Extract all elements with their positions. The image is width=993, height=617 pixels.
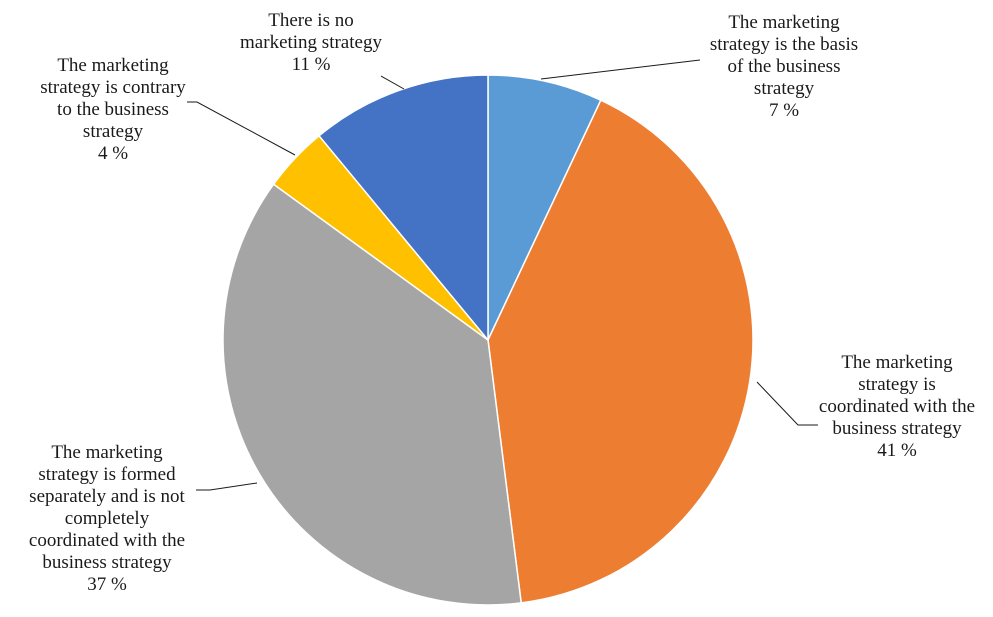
slice-value-label: 37 % — [87, 574, 127, 595]
slice-value-label: 4 % — [98, 143, 128, 164]
slice-label-text: The marketing strategy is coordinated with… — [819, 352, 975, 461]
leader-line-3 — [196, 482, 258, 491]
slice-label-text: There is no marketing strategy 11 % — [240, 10, 382, 75]
slice-category-label-line: marketing strategy — [240, 32, 382, 53]
slice-category-label-line: strategy — [83, 121, 144, 142]
leader-line-4 — [187, 101, 296, 156]
slice-label-text: The marketing strategy is contrary to the … — [40, 55, 186, 164]
slice-category-label-line: The marketing — [51, 442, 163, 463]
leader-line-5 — [380, 75, 405, 90]
slice-category-label-line: separately and is not — [29, 486, 185, 507]
slice-label-text: The marketing strategy is formed separatel… — [29, 442, 186, 595]
leader-line-1 — [540, 59, 701, 80]
pie-slice-2 — [487, 99, 754, 604]
slice-category-label-line: strategy is formed — [38, 464, 176, 485]
leader-line-2 — [756, 381, 818, 426]
slice-category-label-line: strategy is — [858, 374, 936, 395]
slice-value-label: 41 % — [877, 440, 917, 461]
slice-value-label: 7 % — [769, 100, 799, 121]
slice-category-label-line: The marketing — [57, 55, 169, 76]
slice-labels: The marketing strategy is the basis of the… — [29, 10, 975, 595]
pie-slice-1 — [487, 74, 602, 341]
slice-category-label-line: business strategy — [42, 552, 172, 573]
slice-category-label-line: The marketing — [841, 352, 953, 373]
slice-label-text: The marketing strategy is the basis of the… — [710, 12, 858, 121]
pie-slices — [222, 74, 754, 606]
pie-slice-3 — [222, 183, 523, 606]
slice-label-2: The marketing strategy is coordinated with… — [819, 352, 975, 461]
slice-label-4: The marketing strategy is contrary to the … — [40, 55, 186, 164]
slice-label-3: The marketing strategy is formed separatel… — [29, 442, 186, 595]
slice-value-label: 11 % — [292, 54, 331, 75]
slice-label-5: There is no marketing strategy 11 % — [240, 10, 382, 75]
slice-label-1: The marketing strategy is the basis of the… — [710, 12, 858, 121]
slice-category-label-line: There is no — [268, 10, 353, 31]
leader-lines — [187, 59, 818, 491]
slice-category-label-line: strategy is contrary — [40, 77, 186, 98]
slice-category-label-line: coordinated with the — [819, 396, 975, 417]
slice-category-label-line: business strategy — [832, 418, 962, 439]
slice-category-label-line: strategy is the basis — [710, 34, 858, 55]
slice-category-label-line: of the business — [728, 56, 841, 77]
slice-category-label-line: coordinated with the — [29, 530, 185, 551]
slice-category-label-line: The marketing — [728, 12, 840, 33]
slice-category-label-line: to the business — [57, 99, 169, 120]
slice-category-label-line: completely — [65, 508, 150, 529]
pie-slice-5 — [318, 74, 489, 343]
slice-category-label-line: strategy — [754, 78, 815, 99]
